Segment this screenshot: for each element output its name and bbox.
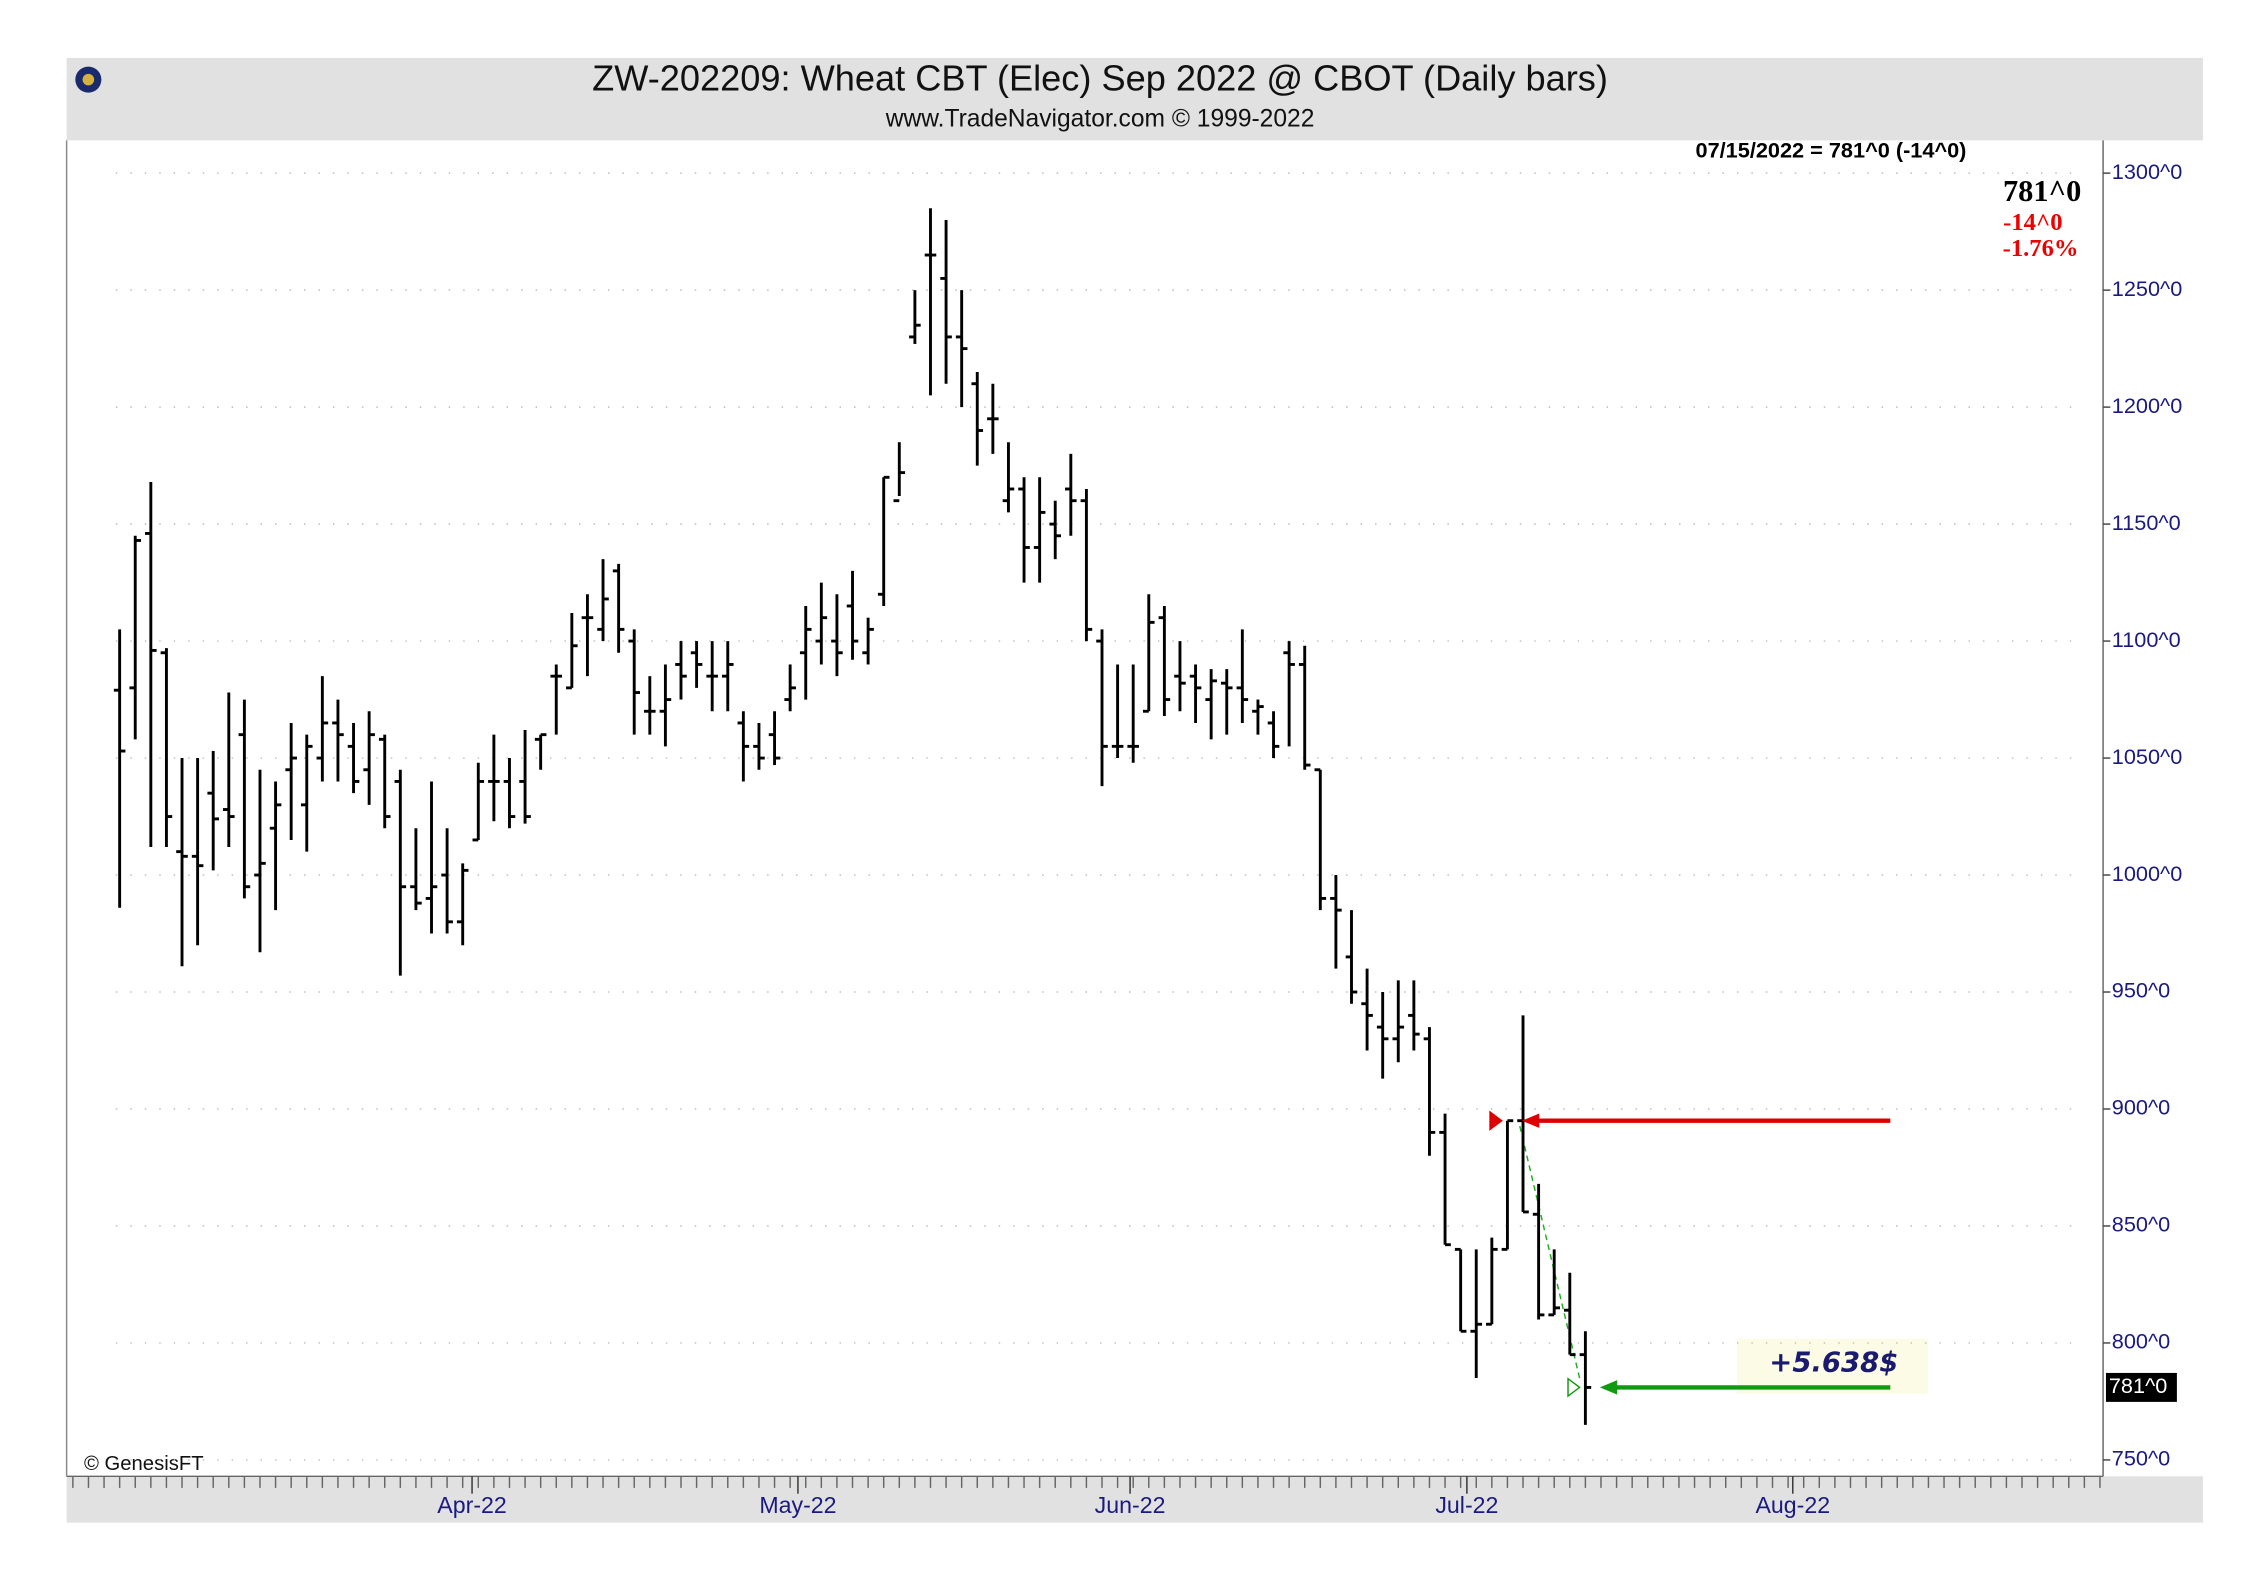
arrow-head	[1599, 1380, 1618, 1395]
x-tick-label: Aug-22	[1755, 1492, 1830, 1518]
change-pct: -1.76%	[2003, 235, 2079, 262]
profit-label: +5.638$	[1769, 1346, 1898, 1378]
y-tick-label: 1100^0	[2112, 627, 2181, 652]
y-tick-label: 800^0	[2112, 1329, 2170, 1354]
chart-subtitle: www.TradeNavigator.com © 1999-2022	[885, 106, 1315, 133]
y-tick-label: 1000^0	[2112, 861, 2183, 886]
y-tick-label: 1150^0	[2112, 510, 2181, 535]
last-price: 781^0	[2003, 174, 2081, 208]
y-tick-label: 1250^0	[2112, 276, 2183, 301]
plot-area	[66, 140, 2203, 1477]
x-tick-label: Jun-22	[1095, 1492, 1166, 1518]
y-tick-label: 1300^0	[2112, 159, 2183, 184]
change: -14^0	[2003, 209, 2062, 236]
y-tick-label: 850^0	[2112, 1212, 2170, 1237]
price-box-label: 781^0	[2109, 1373, 2167, 1398]
x-tick-label: Jul-22	[1435, 1492, 1498, 1518]
logo	[82, 73, 95, 86]
x-tick-label: Apr-22	[437, 1492, 506, 1518]
header-label: 07/15/2022 = 781^0 (-14^0)	[1696, 138, 1967, 163]
x-tick-label: May-22	[759, 1492, 836, 1518]
trade-marker	[1489, 1110, 1503, 1131]
y-tick-label: 900^0	[2112, 1095, 2170, 1120]
trade-link	[1519, 1125, 1582, 1383]
copyright: © GenesisFT	[84, 1453, 204, 1475]
price-box	[2105, 1372, 2177, 1402]
trade-marker	[1567, 1377, 1581, 1398]
chart-title: ZW-202209: Wheat CBT (Elec) Sep 2022 @ C…	[592, 58, 1608, 99]
y-tick-label: 1200^0	[2112, 393, 2183, 418]
y-tick-label: 950^0	[2112, 978, 2170, 1003]
y-tick-label: 750^0	[2112, 1446, 2170, 1471]
arrow-head	[1521, 1113, 1540, 1128]
profit-box	[1736, 1338, 1928, 1394]
y-tick-label: 1050^0	[2112, 744, 2183, 769]
